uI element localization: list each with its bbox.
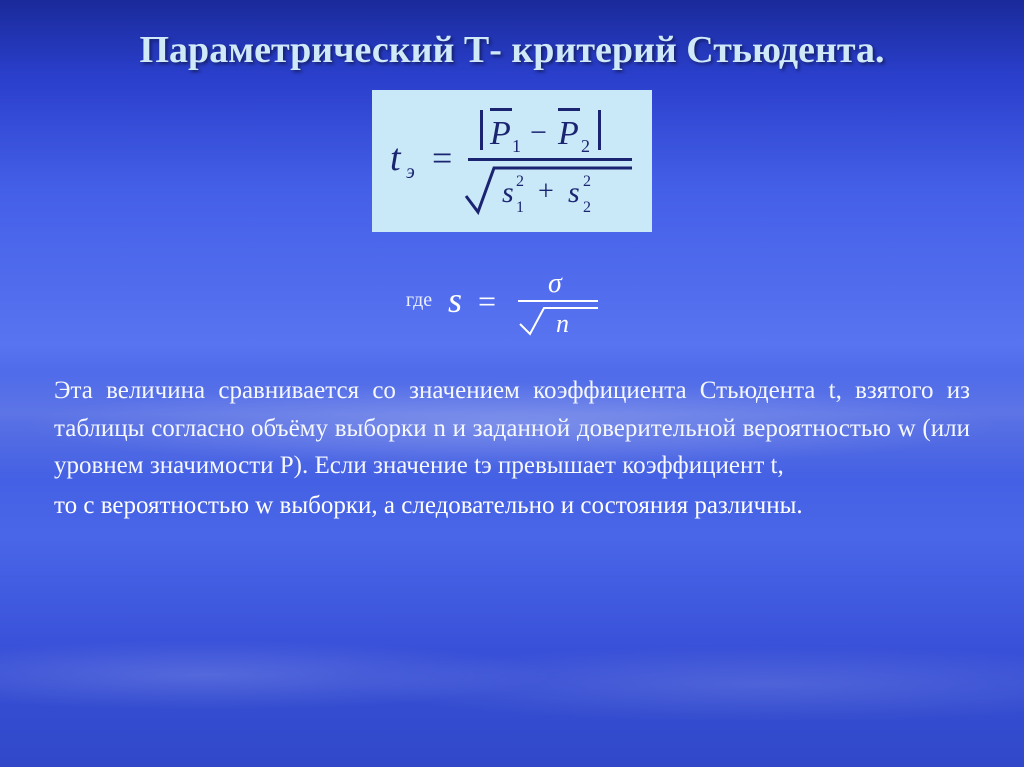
where-line: где s = σ n [54,262,970,338]
t-formula-box: t э = P 1 − P 2 s 2 1 [372,90,652,232]
svg-text:s: s [568,176,580,209]
svg-text:t: t [390,137,402,179]
svg-text:s: s [502,176,514,209]
svg-text:э: э [406,161,415,183]
svg-text:σ: σ [548,268,563,299]
t-formula: t э = P 1 − P 2 s 2 1 [390,100,634,218]
svg-text:=: = [478,283,496,319]
paragraph-2: то с вероятностью w выборки, а следовате… [54,487,970,525]
svg-text:n: n [556,309,569,338]
where-label: где [406,289,432,312]
slide-title: Параметрический Т- критерий Стьюдента. [54,28,970,72]
slide: Параметрический Т- критерий Стьюдента. t… [0,0,1024,767]
svg-text:1: 1 [516,199,524,216]
s-formula: s = σ n [448,262,618,338]
svg-text:=: = [432,138,452,178]
svg-text:1: 1 [512,136,521,156]
svg-text:s: s [448,280,462,320]
svg-text:2: 2 [581,136,590,156]
svg-text:−: − [530,116,547,149]
paragraph-1: Эта величина сравнивается со значением к… [54,372,970,485]
svg-text:+: + [538,176,554,207]
svg-text:2: 2 [516,173,524,190]
svg-text:P: P [489,115,511,152]
svg-text:2: 2 [583,199,591,216]
svg-text:P: P [557,115,579,152]
svg-text:2: 2 [583,173,591,190]
